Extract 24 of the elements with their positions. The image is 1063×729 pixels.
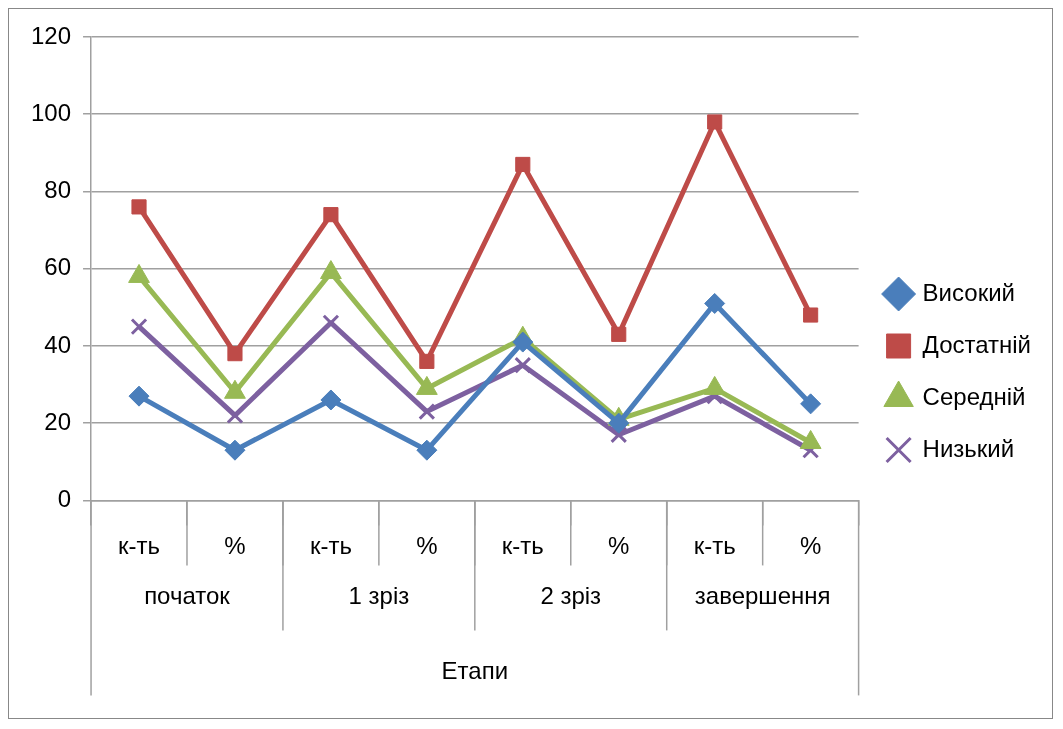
x-tick-label: к-ть (118, 532, 161, 560)
x-tick-label: к-ть (309, 532, 352, 560)
text: завершення (694, 582, 831, 610)
x-tick-label: % (224, 532, 246, 560)
text: початок (144, 582, 231, 610)
x-axis-title: Етапи (441, 657, 509, 685)
legend-label: Середній (922, 382, 1026, 410)
x-tick-label: к-ть (693, 532, 736, 560)
y-tick-label: 60 (44, 253, 72, 281)
y-tick-label: 120 (31, 21, 72, 49)
x-tick-label: % (416, 532, 438, 560)
y-tick-label: 0 (57, 485, 72, 513)
y-tick-label: 20 (44, 407, 72, 435)
y-tick-label: 100 (31, 98, 72, 126)
x-tick-label: % (799, 532, 822, 560)
y-tick-label: 80 (44, 176, 72, 204)
legend-label: Достатній (922, 330, 1032, 358)
text: 2 зріз (540, 582, 602, 610)
y-tick-label: 40 (44, 330, 72, 358)
x-tick-label: к-ть (501, 532, 544, 560)
text: 1 зріз (348, 582, 410, 610)
x-tick-label: % (608, 532, 630, 560)
legend-label: Низький (922, 434, 1015, 462)
legend-label: Високий (922, 278, 1015, 306)
